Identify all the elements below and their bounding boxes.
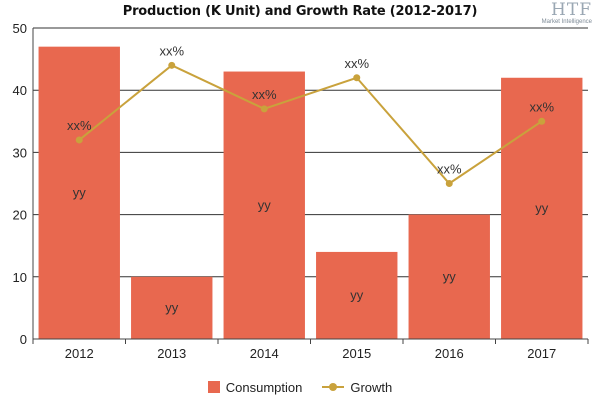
growth-data-label: xx%: [344, 56, 369, 71]
y-tick-label: 30: [13, 145, 27, 160]
y-tick-label: 40: [13, 83, 27, 98]
x-tick-label: 2014: [250, 346, 279, 361]
growth-data-label: xx%: [437, 162, 462, 177]
bar: [38, 46, 120, 339]
y-tick-label: 0: [20, 332, 27, 347]
bar-data-label: yy: [443, 269, 457, 284]
logo-subtitle: Market Intelligence: [541, 19, 592, 25]
growth-point: [538, 117, 546, 125]
bar-data-label: yy: [258, 197, 272, 212]
chart-legend: Consumption Growth: [0, 376, 600, 398]
growth-point: [353, 74, 361, 82]
x-tick-label: 2013: [157, 346, 186, 361]
growth-data-label: xx%: [67, 118, 92, 133]
chart-title: Production (K Unit) and Growth Rate (201…: [122, 4, 478, 19]
bar: [408, 214, 490, 339]
bar-data-label: yy: [165, 300, 179, 315]
bar-data-label: yy: [535, 200, 549, 215]
growth-point: [445, 180, 453, 187]
growth-data-label: xx%: [252, 87, 277, 102]
bar: [131, 276, 213, 339]
legend-item-growth[interactable]: Growth: [322, 380, 392, 395]
legend-bar-swatch: [207, 381, 220, 393]
legend-label-growth: Growth: [350, 379, 393, 395]
bar: [316, 251, 398, 339]
x-tick-label: 2015: [342, 346, 371, 361]
x-tick-label: 2016: [435, 346, 464, 361]
growth-point: [260, 105, 268, 113]
growth-point: [75, 136, 83, 144]
growth-line: [78, 64, 543, 185]
y-tick-label: 50: [13, 21, 27, 36]
legend-item-consumption[interactable]: Consumption: [207, 379, 303, 395]
bar-data-label: yy: [73, 185, 87, 200]
growth-data-label: xx%: [159, 43, 184, 58]
bar: [223, 71, 305, 339]
htf-logo: HTF Market Intelligence: [512, 0, 592, 30]
y-tick-label: 20: [13, 208, 27, 223]
legend-line-swatch: [322, 381, 345, 393]
logo-mark: HTF: [551, 0, 592, 20]
y-tick-label: 10: [13, 270, 27, 285]
x-tick-label: 2012: [65, 346, 94, 361]
growth-point: [168, 61, 176, 69]
x-tick-label: 2017: [527, 346, 556, 361]
bar-data-label: yy: [350, 287, 364, 302]
growth-data-label: xx%: [529, 99, 554, 114]
legend-label-consumption: Consumption: [225, 379, 303, 395]
